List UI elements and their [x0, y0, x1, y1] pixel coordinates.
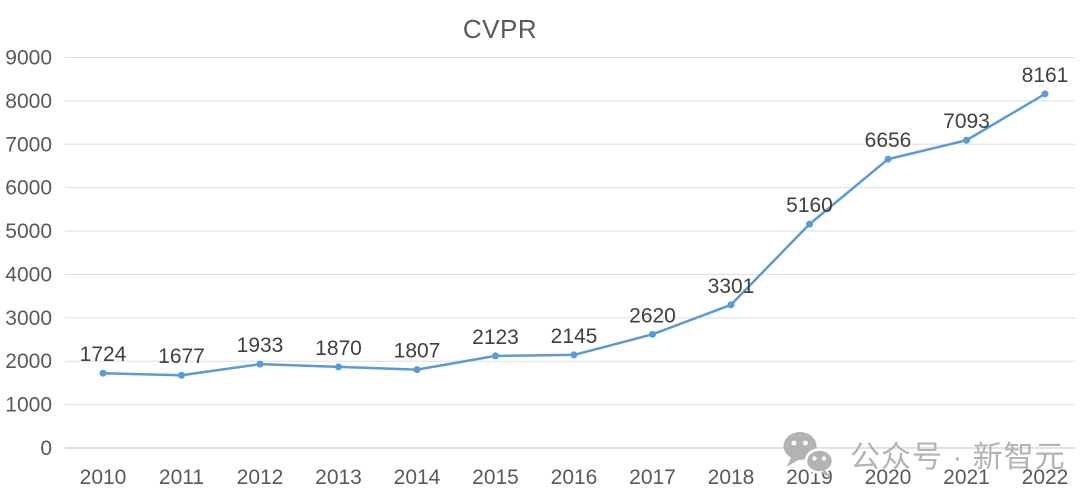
data-point-marker [727, 301, 735, 309]
watermark-text: 公众号 · 新智元 [850, 441, 1066, 474]
data-point-marker [99, 369, 107, 377]
y-axis-tick-label: 9000 [5, 47, 52, 70]
x-axis-tick-label: 2010 [80, 466, 127, 489]
data-label: 5160 [786, 194, 833, 217]
data-point-marker [1041, 90, 1049, 98]
data-point-marker [256, 360, 264, 368]
chart-title: CVPR [462, 14, 538, 44]
data-point-marker [413, 366, 421, 374]
data-label: 1807 [394, 340, 441, 363]
y-axis-tick-label: 1000 [5, 394, 52, 417]
y-axis-tick-label: 6000 [5, 177, 52, 200]
y-axis-tick-label: 8000 [5, 90, 52, 113]
data-point-marker [492, 352, 499, 360]
x-axis-tick-label: 2016 [551, 466, 598, 489]
data-label: 3301 [708, 275, 755, 298]
x-axis-tick-label: 2014 [394, 466, 441, 489]
data-label: 2123 [472, 326, 519, 349]
data-label: 1677 [158, 345, 205, 368]
watermark: 公众号 · 新智元 [780, 430, 1066, 478]
data-label: 1724 [80, 343, 127, 366]
x-axis-tick-label: 2021 [943, 466, 990, 489]
y-axis-tick-label: 0 [40, 437, 52, 460]
data-point-marker [178, 371, 185, 379]
x-axis-tick-label: 2022 [1022, 466, 1069, 489]
x-axis-tick-label: 2015 [472, 466, 519, 489]
y-axis-tick-label: 2000 [5, 350, 52, 373]
data-label: 2145 [551, 325, 598, 348]
x-axis-tick-label: 2017 [629, 466, 676, 489]
x-axis-tick-label: 2012 [237, 466, 284, 489]
y-axis-tick-label: 3000 [5, 307, 52, 330]
data-label: 6656 [865, 129, 912, 152]
data-label: 1933 [237, 334, 284, 357]
y-axis-tick-label: 4000 [5, 263, 52, 286]
x-axis-tick-label: 2011 [159, 466, 204, 489]
wechat-icon [783, 432, 835, 478]
data-label: 7093 [943, 110, 990, 133]
x-axis-tick-label: 2018 [708, 466, 755, 489]
data-point-marker [570, 351, 578, 359]
x-axis-tick-label: 2020 [865, 466, 912, 489]
data-label: 8161 [1022, 64, 1069, 87]
data-point-marker [884, 155, 892, 163]
data-point-marker [806, 220, 813, 228]
data-point-marker [963, 136, 970, 144]
data-point-marker [649, 330, 656, 338]
data-label: 1870 [315, 337, 362, 360]
data-label: 2620 [629, 304, 676, 327]
y-axis-tick-label: 7000 [5, 133, 52, 156]
data-point-marker [335, 363, 342, 371]
y-axis-tick-label: 5000 [5, 220, 52, 243]
x-axis-tick-label: 2013 [315, 466, 362, 489]
